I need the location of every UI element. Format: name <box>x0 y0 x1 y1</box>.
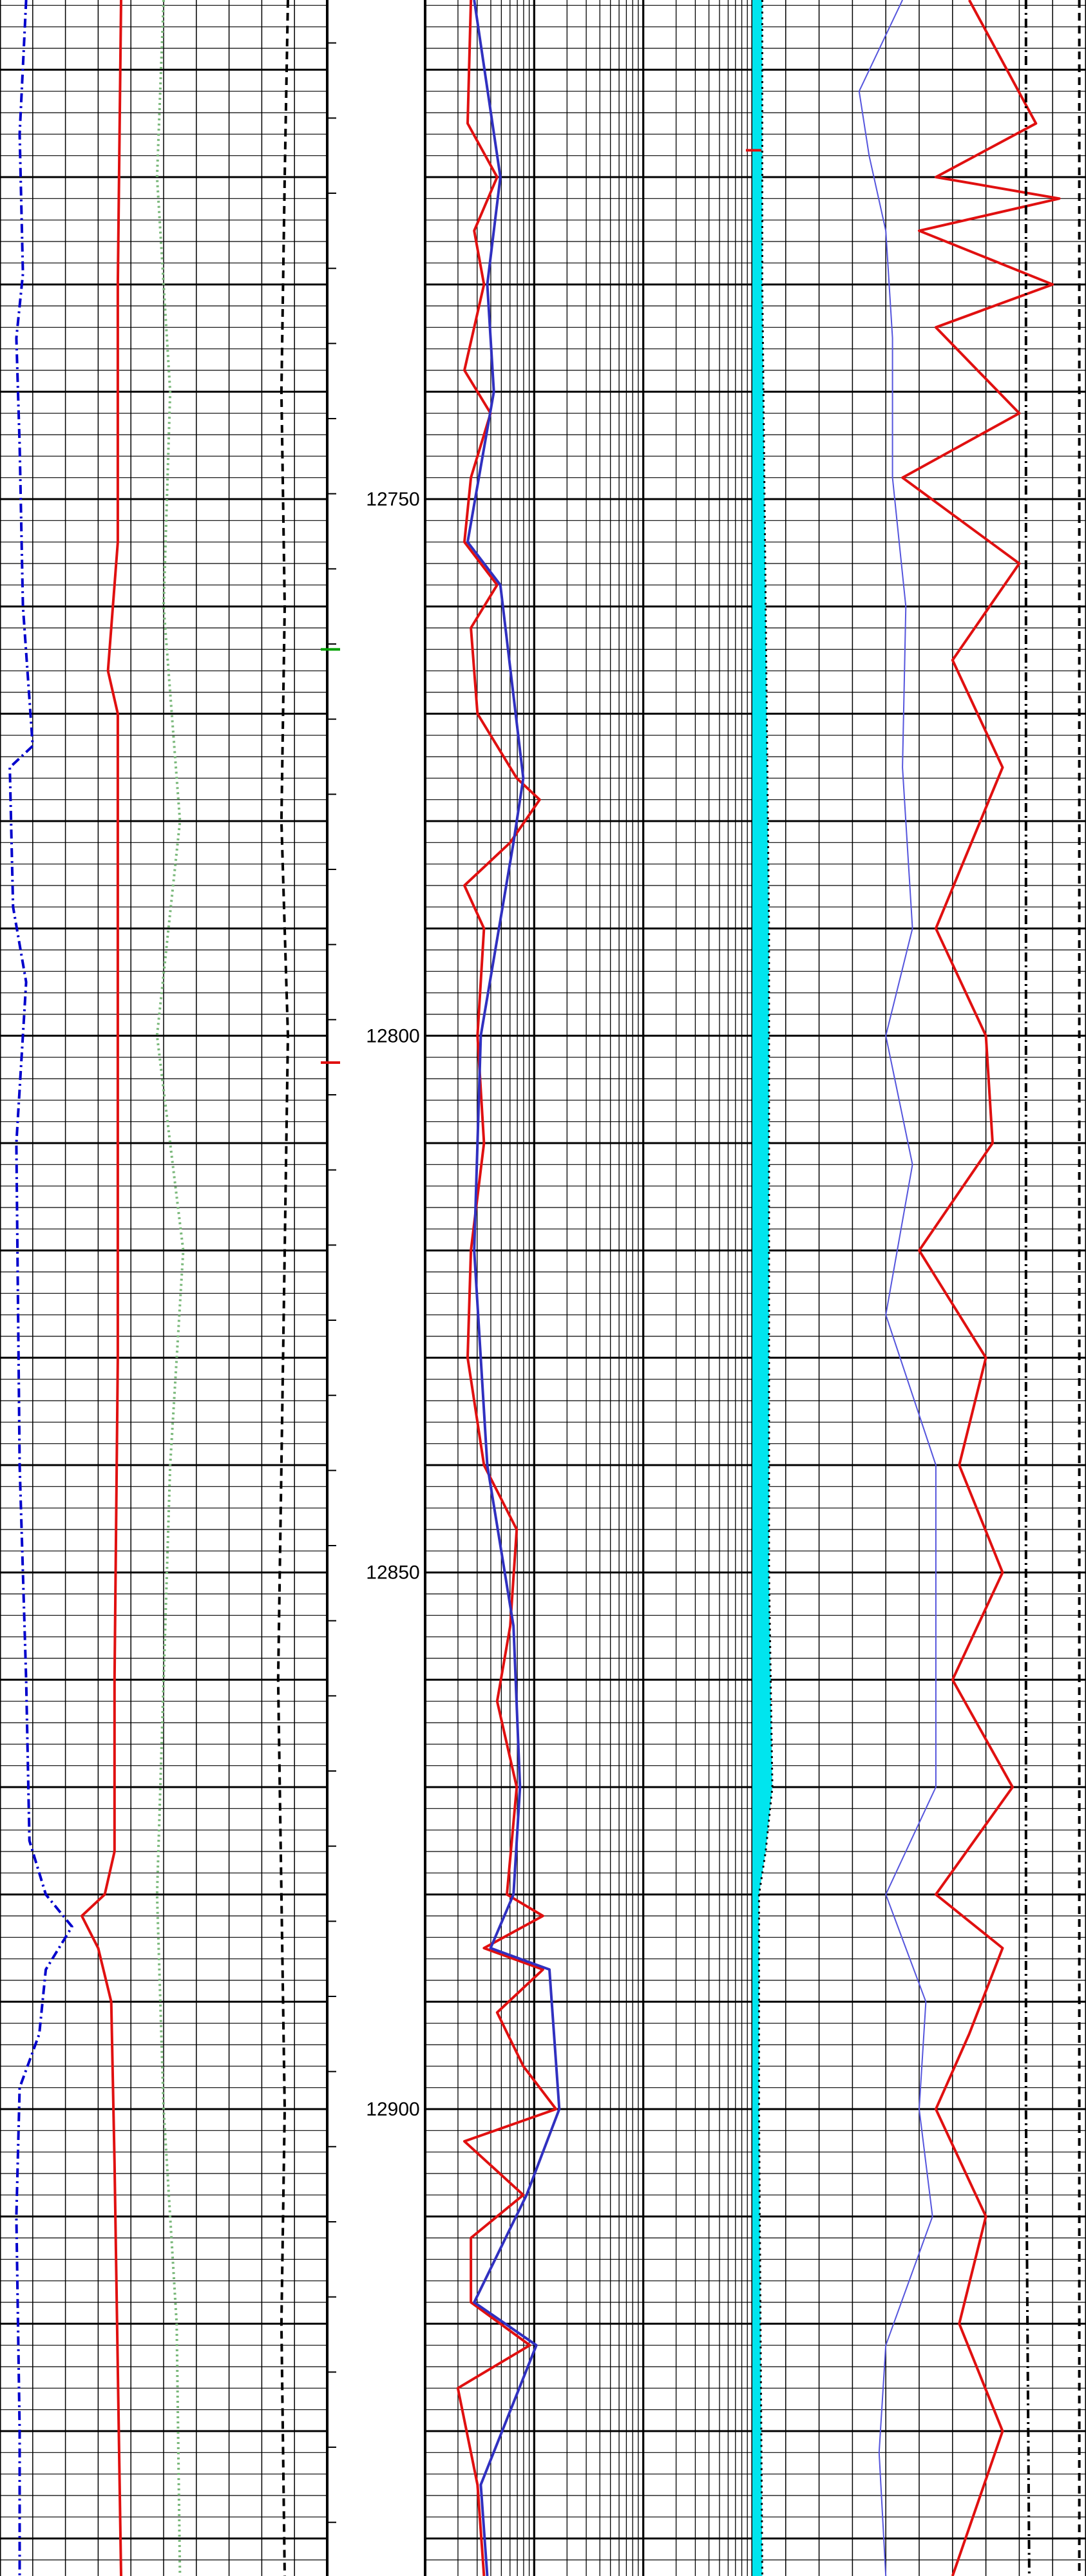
fill-layer <box>752 0 773 2576</box>
depth-track: 12750 12800 12850 12900 <box>366 489 419 2120</box>
track-1-linear-curve-1 <box>81 0 122 2576</box>
track-3-linear-curve-1 <box>858 0 937 2576</box>
track-1-linear-curve-3 <box>276 0 289 2576</box>
track-3-linear-fill-series <box>752 0 773 2576</box>
track-1-linear-curve-0 <box>8 0 73 2576</box>
marker-layer <box>321 149 761 1064</box>
curve-layer <box>8 0 1081 2576</box>
track-3-linear-curve-3 <box>1024 0 1031 2576</box>
track-1-linear-curve-2 <box>155 0 185 2576</box>
depth-tick-label-12750: 12750 <box>366 489 419 510</box>
track-3-linear-curve-2 <box>901 0 1061 2576</box>
track-2-log-curve-0 <box>456 0 558 2576</box>
depth-tick-label-12900: 12900 <box>366 2099 419 2120</box>
track-2-log-curve-1 <box>466 0 561 2576</box>
depth-tick-label-12800: 12800 <box>366 1025 419 1046</box>
track-3-linear-fill-edge <box>757 0 774 2576</box>
depth-tick-label-12850: 12850 <box>366 1562 419 1584</box>
